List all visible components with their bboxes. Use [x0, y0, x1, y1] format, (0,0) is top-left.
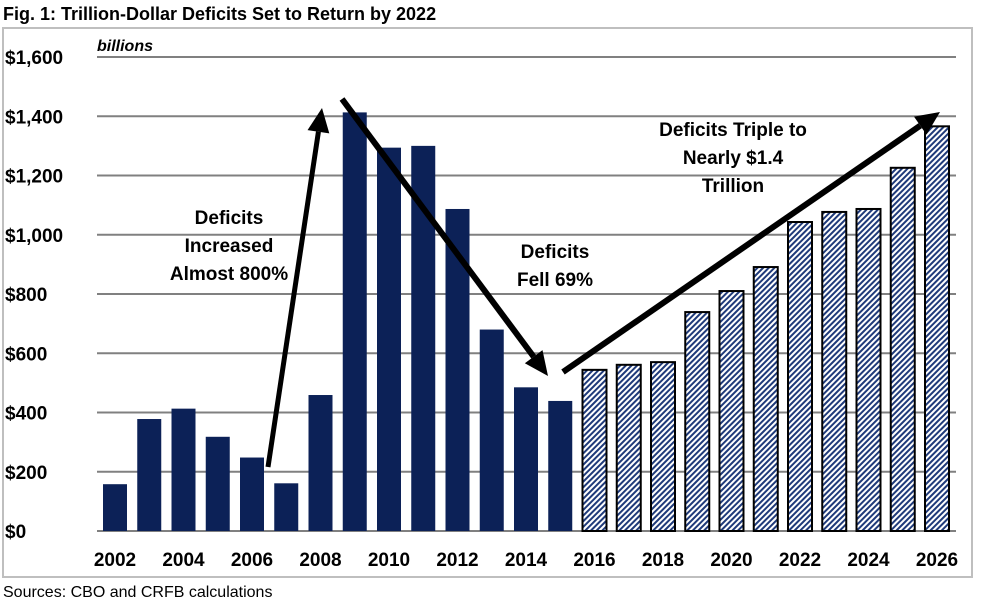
- bar-2025: [889, 166, 916, 533]
- bar-2016: [581, 368, 608, 532]
- unit-label: billions: [97, 38, 153, 55]
- arrow-head-icon: [913, 112, 940, 135]
- bar-2009: [342, 112, 367, 532]
- bar-2017: [615, 363, 642, 532]
- x-tick-label: 2026: [916, 550, 958, 571]
- x-tick-label: 2020: [710, 550, 752, 571]
- y-tick-label: $800: [5, 285, 47, 306]
- bar-2005: [205, 436, 230, 531]
- arrow-head-icon: [524, 350, 548, 376]
- annotation-text: Almost 800%: [170, 264, 288, 285]
- y-tick-label: $400: [5, 404, 47, 425]
- y-tick-label: $1,600: [5, 48, 63, 69]
- x-tick-label: 2016: [573, 550, 615, 571]
- bar-2022: [787, 221, 813, 532]
- bar-2024: [855, 207, 882, 532]
- annotation-text: Deficits Triple to: [659, 120, 807, 141]
- x-tick-label: 2014: [505, 550, 548, 571]
- annotation-text: Trillion: [702, 176, 764, 197]
- chart-frame: [2, 27, 973, 578]
- bar-2008: [308, 395, 333, 531]
- x-tick-label: 2006: [231, 550, 273, 571]
- bar-2004: [171, 408, 196, 531]
- x-tick-label: 2024: [847, 550, 890, 571]
- bar-2018: [650, 361, 676, 533]
- bar-2003: [137, 419, 162, 531]
- arrow-head-icon: [307, 108, 330, 134]
- bar-2023: [821, 210, 848, 532]
- x-tick-label: 2010: [368, 550, 410, 571]
- annotation-text: Deficits: [195, 208, 264, 229]
- x-tick-label: 2008: [299, 550, 341, 571]
- x-tick-label: 2022: [779, 550, 821, 571]
- annotation-text: Nearly $1.4: [683, 148, 784, 169]
- x-tick-label: 2004: [162, 550, 205, 571]
- bar-2007: [274, 483, 299, 531]
- arrow-line: [339, 97, 537, 359]
- bar-2015: [548, 400, 573, 531]
- bar-2021: [752, 266, 779, 532]
- y-tick-label: $600: [5, 344, 47, 365]
- y-tick-label: $200: [5, 463, 47, 484]
- y-tick-label: $1,400: [5, 107, 63, 128]
- bar-2002: [103, 484, 127, 531]
- bar-2014: [514, 387, 538, 531]
- y-tick-label: $0: [5, 522, 26, 543]
- bar-2026: [924, 125, 950, 532]
- bar-2006: [240, 457, 264, 531]
- annotation-text: Deficits: [521, 242, 590, 263]
- y-tick-label: $1,200: [5, 167, 63, 188]
- arrow-line: [561, 123, 922, 375]
- bar-2010: [377, 147, 401, 531]
- x-tick-label: 2018: [642, 550, 684, 571]
- bar-2020: [718, 290, 745, 532]
- x-tick-label: 2002: [94, 550, 136, 571]
- chart-title: Fig. 1: Trillion-Dollar Deficits Set to …: [3, 4, 436, 24]
- bar-2019: [684, 311, 711, 533]
- annotation-text: Increased: [185, 236, 274, 257]
- arrow-line: [265, 131, 321, 468]
- source-note: Sources: CBO and CRFB calculations: [3, 584, 272, 601]
- annotation-text: Fell 69%: [517, 270, 593, 291]
- bar-2013: [479, 329, 504, 531]
- x-tick-label: 2012: [436, 550, 478, 571]
- y-tick-label: $1,000: [5, 226, 63, 247]
